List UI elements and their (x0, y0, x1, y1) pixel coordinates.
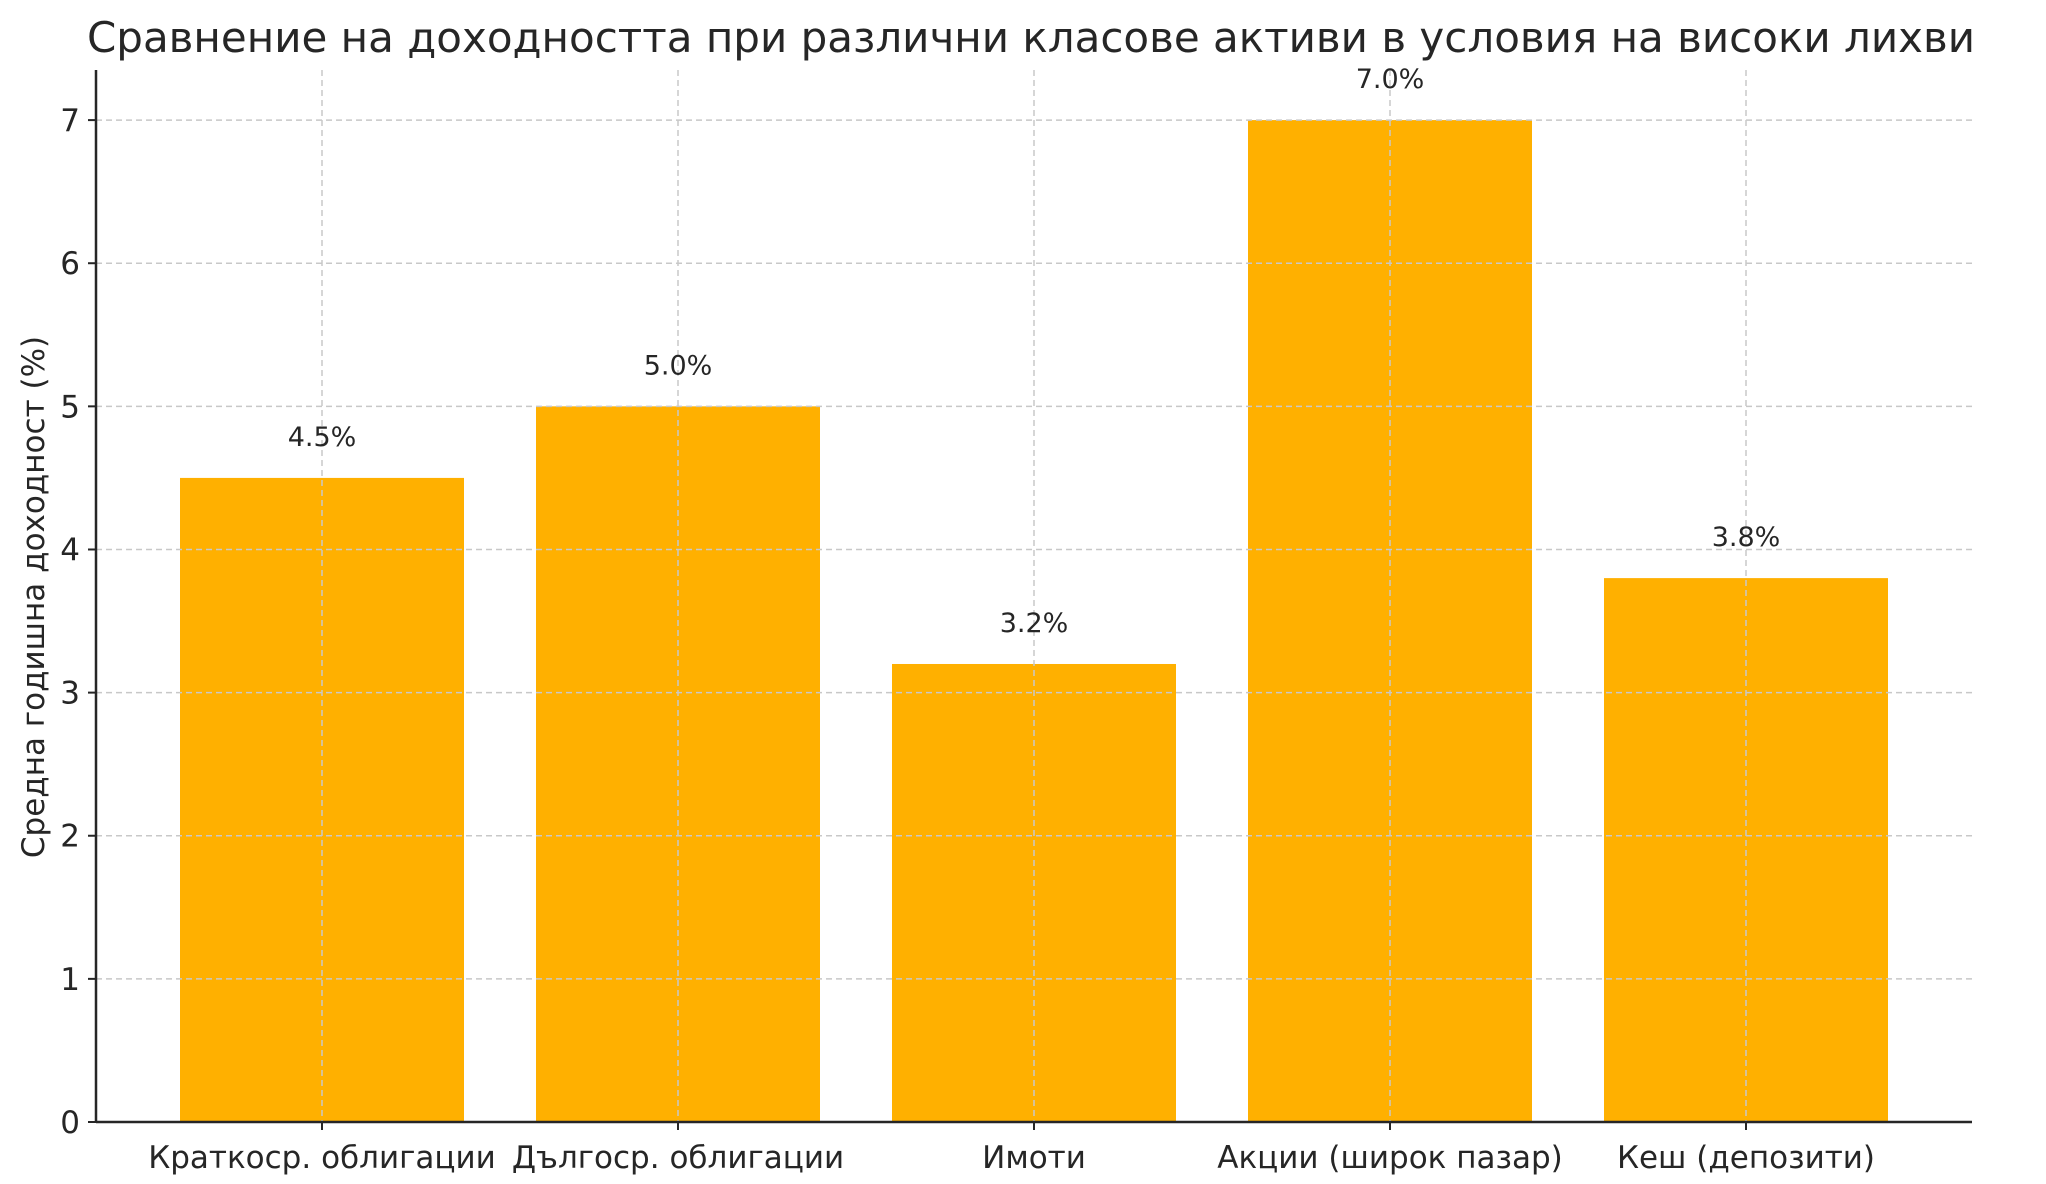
bar-value-label: 7.0% (1356, 64, 1425, 95)
grid (96, 70, 1972, 1122)
y-tick-label: 2 (60, 819, 80, 855)
x-tick-label: Кеш (депозити) (1617, 1140, 1875, 1176)
bar-value-label: 3.8% (1712, 522, 1781, 553)
y-axis-label: Средна годишна доходност (%) (16, 336, 52, 858)
x-tick-label: Дългоср. облигации (512, 1140, 844, 1176)
x-tick-label: Акции (широк пазар) (1217, 1140, 1563, 1176)
y-tick-label: 4 (60, 532, 80, 568)
chart-title: Сравнение на доходността при различни кл… (87, 13, 1975, 62)
x-tick-label: Краткоср. облигации (148, 1140, 496, 1176)
bar-value-label: 3.2% (1000, 608, 1069, 639)
bar-value-label: 4.5% (288, 422, 357, 453)
y-tick-label: 5 (60, 389, 80, 425)
y-tick-label: 3 (60, 676, 80, 712)
axes (88, 70, 1972, 1130)
x-tick-label: Имоти (982, 1140, 1086, 1176)
y-tick-label: 0 (60, 1105, 80, 1141)
y-tick-label: 6 (60, 246, 80, 282)
y-tick-label: 7 (60, 103, 80, 139)
bar-value-label: 5.0% (644, 350, 713, 381)
labels: 0 1 2 3 4 5 6 7 4.5% Краткоср. облигации 5.0% Дълго… (60, 64, 1875, 1176)
y-tick-label: 1 (60, 962, 80, 998)
